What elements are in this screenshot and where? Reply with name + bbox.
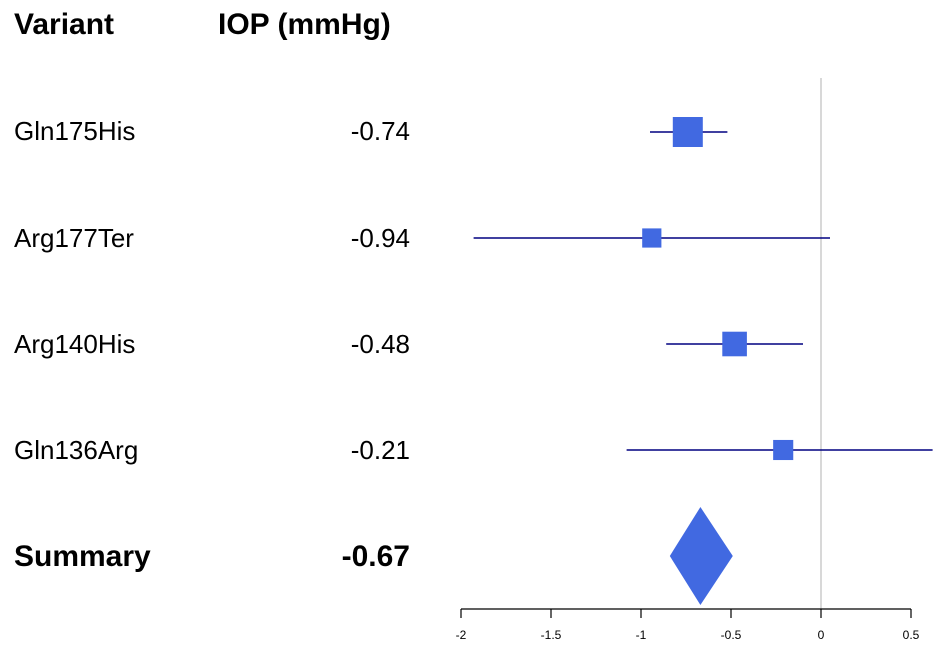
x-tick-label: 0 [818,628,825,642]
row-label: Arg140His [14,329,136,359]
x-tick-label: -2 [456,628,467,642]
x-tick-label: -0.5 [721,628,742,642]
estimate-marker [672,117,703,147]
row-value: -0.48 [350,329,410,359]
header-iop: IOP (mmHg) [218,8,391,41]
row-value: -0.21 [350,435,410,465]
estimate-marker [773,439,794,461]
x-tick-label: -1.5 [541,628,562,642]
x-tick-label: -1 [636,628,647,642]
summary-label: Summary [14,540,151,573]
row-value: -0.74 [350,116,410,146]
row-value: -0.94 [350,223,410,253]
row-label: Gln175His [14,116,136,146]
x-tick-label: 0.5 [903,628,920,642]
estimate-marker [642,228,662,248]
summary-diamond [669,507,733,605]
header-variant: Variant [14,8,115,41]
estimate-marker [722,331,747,357]
row-label: Arg177Ter [14,223,134,253]
row-label: Gln136Arg [14,435,139,465]
summary-value: -0.67 [341,540,410,573]
